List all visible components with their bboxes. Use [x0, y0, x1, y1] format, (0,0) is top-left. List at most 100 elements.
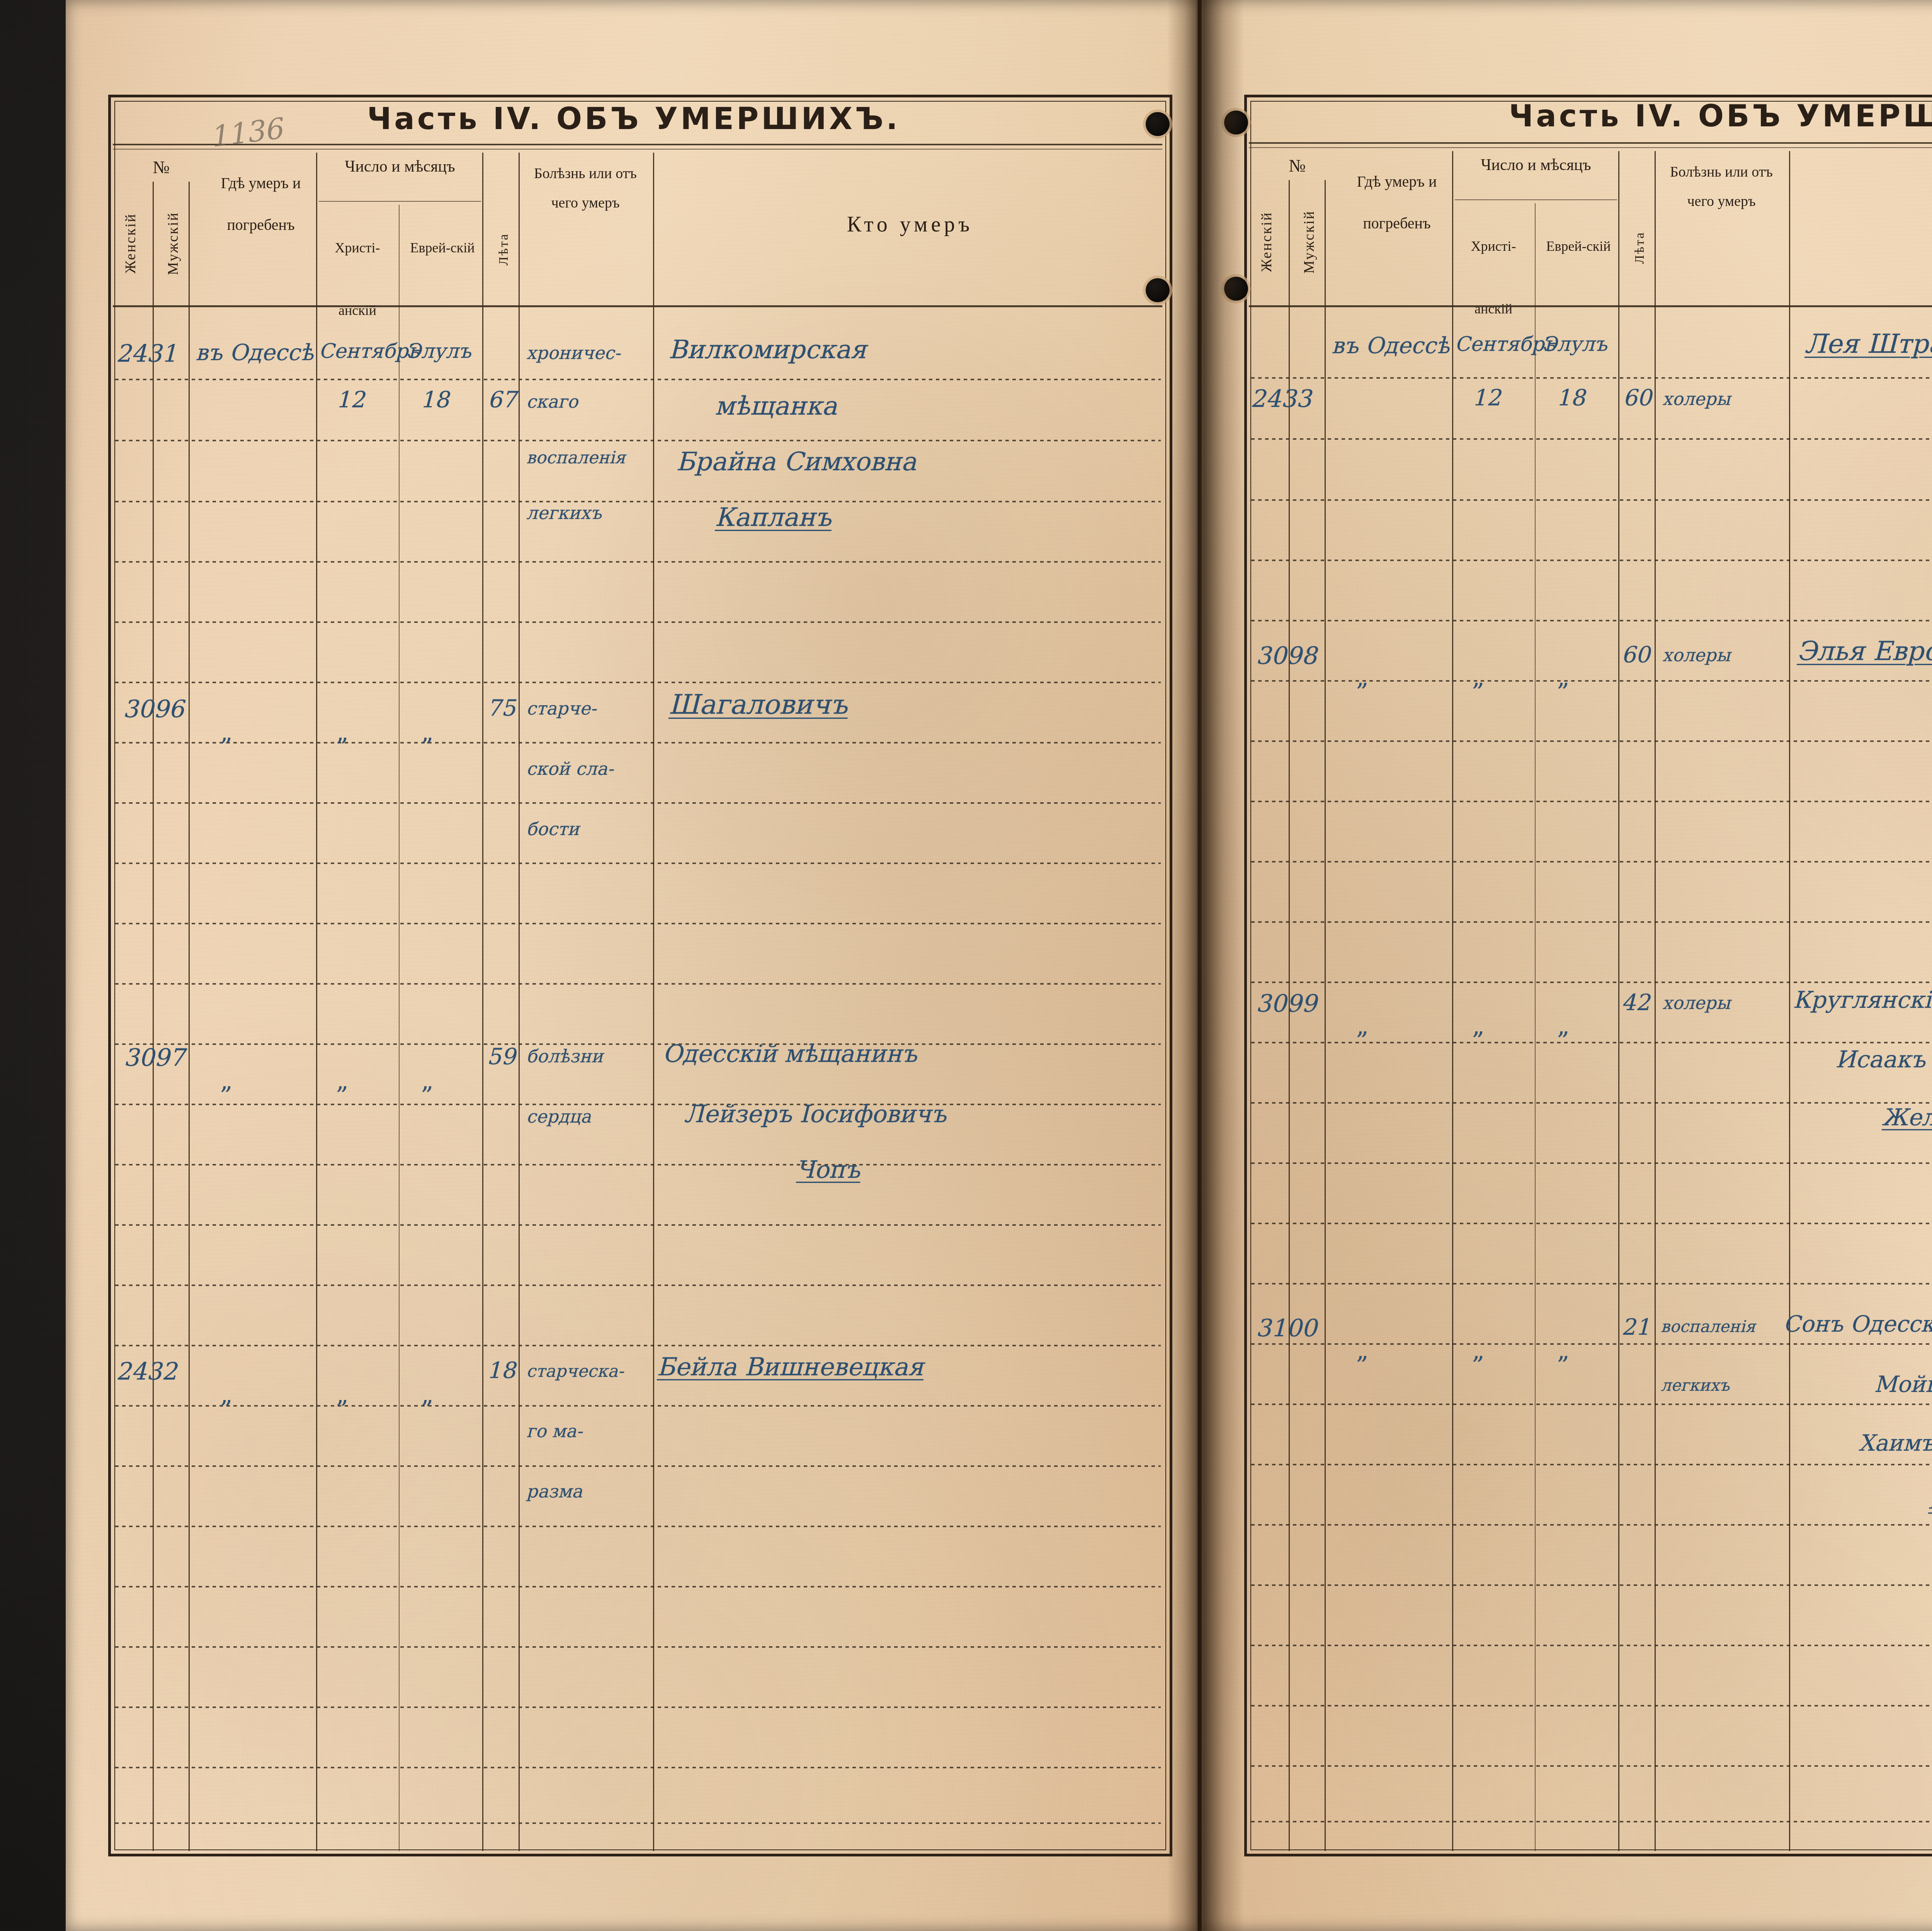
guide-line — [1251, 1765, 1932, 1767]
page-left: Часть IV. ОБЪ УМЕРШИХЪ. № Женскій Мужскі… — [66, 0, 1198, 1931]
entry-number-female: 3096 — [123, 695, 184, 723]
entry-cause-line: холеры — [1662, 388, 1730, 409]
entry-month-jewish: „ — [421, 718, 434, 746]
guide-line — [1251, 1584, 1932, 1586]
entry-who-line: Исаакъ Мордковъ — [1835, 1046, 1932, 1073]
page-title-right: Часть IV. ОБЪ УМЕРШИХЪ. — [1256, 99, 1932, 133]
entry-cause-line: болѣзни — [526, 1046, 603, 1067]
date-group-rule-left — [319, 201, 481, 202]
header-male-left: Мужскій — [162, 185, 186, 301]
entry-who-line: мѣщанка — [715, 391, 837, 421]
header-number-right: № — [1252, 153, 1343, 179]
entry-cause-line: воспаленія — [1661, 1317, 1755, 1336]
entry-years: 60 — [1623, 384, 1651, 411]
entry-who-line: Сонъ Одесскаго мѣщанина — [1783, 1311, 1932, 1337]
guide-line — [1251, 801, 1932, 802]
guide-line — [115, 1586, 1161, 1587]
colrule-place-date-left — [316, 153, 317, 1851]
entry-place: „ — [1356, 663, 1369, 691]
entry-who-line: Ярисъ — [1928, 1488, 1932, 1514]
entry-who-line: Круглянскій мѣщанинъ — [1793, 986, 1932, 1013]
entry-cause-line: разма — [526, 1481, 582, 1502]
header-date-christian-left: Христі-анскій — [319, 216, 396, 342]
entry-cause-line: бости — [526, 818, 579, 839]
title-underrule2-left — [113, 149, 1162, 150]
colrule-date-years-right — [1618, 151, 1619, 1851]
entry-month-jewish: „ — [1557, 1336, 1570, 1364]
entry-place: въ Одессѣ — [196, 339, 314, 366]
guide-line — [115, 1164, 1161, 1165]
entry-cause-line: го ма- — [526, 1421, 582, 1441]
entry-years: 42 — [1621, 989, 1650, 1016]
entry-years: 67 — [488, 386, 516, 413]
colrule-date-split-left — [399, 205, 400, 1851]
guide-line — [115, 379, 1161, 380]
guide-line — [115, 742, 1161, 743]
entry-month-jewish: „ — [421, 1380, 434, 1409]
entry-years: 75 — [487, 695, 515, 721]
guide-line — [1251, 1223, 1932, 1224]
entry-month-christian: „ — [1472, 1012, 1485, 1040]
colrule-male-place-right — [1325, 180, 1326, 1851]
entry-month-christian: „ — [336, 1067, 349, 1095]
entry-years: 60 — [1621, 641, 1650, 668]
entry-cause-line: сердца — [526, 1106, 591, 1127]
entry-number-male: 3098 — [1256, 641, 1317, 670]
header-years-left: Лѣта — [494, 201, 515, 298]
entry-who-line: Чопъ — [796, 1155, 860, 1184]
guide-line — [1251, 1042, 1932, 1043]
guide-line — [115, 1646, 1161, 1648]
guide-line — [115, 1465, 1161, 1467]
guide-line — [1251, 1283, 1932, 1284]
entry-who-line: Капланъ — [715, 502, 832, 532]
guide-line — [1251, 1464, 1932, 1465]
guide-line — [115, 923, 1161, 924]
guide-line — [115, 1405, 1161, 1407]
guide-line — [1251, 861, 1932, 863]
header-band-bottom-left — [113, 305, 1162, 307]
entry-place: „ — [220, 718, 233, 746]
header-place-right: Гдѣ умеръ и погребенъ — [1345, 161, 1449, 244]
entry-month-christian: „ — [336, 1380, 349, 1409]
guide-line — [1251, 1102, 1932, 1104]
title-underrule2-right — [1249, 147, 1932, 148]
header-who-left: Кто умеръ — [661, 209, 1159, 240]
entry-years: 18 — [487, 1357, 515, 1383]
header-date-jewish-left: Еврей-скій — [404, 216, 481, 279]
punch-hole-top-left-page — [1146, 112, 1170, 136]
guide-line — [1251, 921, 1932, 923]
guide-line — [115, 1345, 1161, 1346]
entry-who-line: Элья Евродянскій — [1797, 636, 1932, 666]
entry-place: „ — [1356, 1336, 1369, 1364]
entry-month-jewish: „ — [1557, 1012, 1570, 1040]
entry-month-jewish: „ — [1557, 663, 1570, 691]
colrule-years-cause-right — [1655, 151, 1656, 1851]
entry-place: „ — [1356, 1012, 1369, 1040]
entry-cause-line: легкихъ — [526, 502, 602, 523]
header-date-group-left: Число и мѣсяцъ — [317, 155, 483, 178]
guide-line — [115, 983, 1161, 985]
entry-number-female: 2431 — [116, 339, 177, 367]
entry-number-female: 2432 — [116, 1357, 177, 1385]
guide-line — [115, 561, 1161, 563]
guide-line — [115, 1104, 1161, 1105]
guide-line — [115, 1822, 1161, 1824]
entry-cause-line: хроничес- — [526, 342, 620, 363]
guide-line — [115, 621, 1161, 623]
entry-month-jewish: „ — [421, 1067, 434, 1095]
guide-line — [1251, 499, 1932, 501]
guide-line — [1251, 560, 1932, 561]
header-who-right: Кто умеръ — [1797, 207, 1932, 238]
entry-place: „ — [220, 1067, 233, 1095]
entry-cause-line: ской сла- — [526, 758, 613, 779]
entry-month-christian: Сентябрь — [1455, 332, 1555, 356]
guide-line — [115, 1526, 1161, 1527]
table-frame-inner-right — [1250, 101, 1932, 1850]
entry-day-jewish: 18 — [1556, 384, 1585, 411]
entry-who-line: Хаимъ-Дувидовъ — [1859, 1430, 1932, 1456]
entry-cause-line: воспаленія — [526, 447, 626, 467]
entry-who-line: Одесскій мѣщанинъ — [663, 1040, 917, 1068]
guide-line — [115, 1284, 1161, 1286]
guide-line — [115, 863, 1161, 864]
entry-who-line: Лея Штрамвасеръ — [1804, 328, 1932, 359]
